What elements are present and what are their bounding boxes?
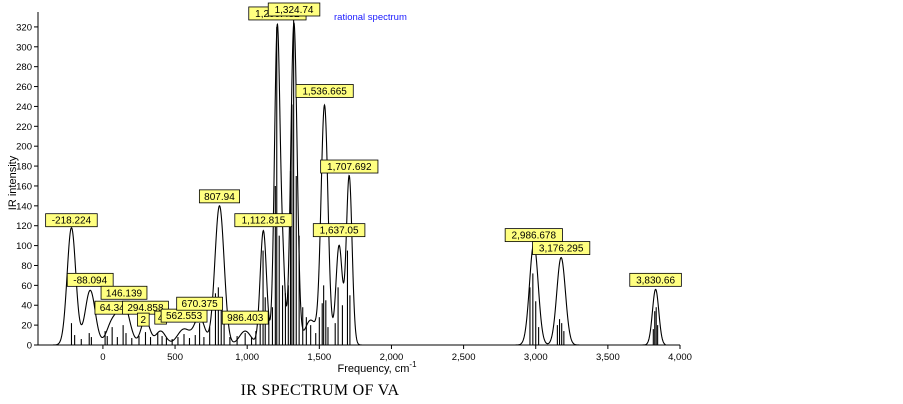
peak-label-text: 3,176.295 <box>539 244 584 255</box>
peak-label-box <box>176 296 223 311</box>
x-tick-label: 2,500 <box>452 352 476 363</box>
peak-label-box <box>66 272 114 287</box>
y-tick-label: 80 <box>21 261 32 272</box>
peak-label: 986.403 <box>221 310 269 325</box>
peak-label: 1,324.74 <box>267 2 321 17</box>
y-tick-label: 0 <box>27 341 32 352</box>
peak-label-text: 807.94 <box>204 192 235 203</box>
y-tick-label: 220 <box>16 122 32 133</box>
peak-label-text: 1,112.815 <box>242 216 286 227</box>
x-tick-label: 1,000 <box>235 352 259 363</box>
peak-label-text: 2,986.678 <box>512 231 557 242</box>
peak-label-box <box>267 2 321 17</box>
peak-label-box <box>234 213 293 228</box>
x-tick-label: 500 <box>167 352 183 363</box>
y-axis-title: IR intensity <box>7 155 19 210</box>
y-tick-label: 60 <box>21 281 32 292</box>
y-tick-label: 120 <box>16 221 32 232</box>
peak-label-box <box>312 223 366 238</box>
x-tick-label: 2,000 <box>380 352 404 363</box>
y-tick-label: 200 <box>16 142 32 153</box>
peak-label-text: 3,830.66 <box>636 275 675 286</box>
peak-label-text: 64.34 <box>100 303 125 314</box>
peak-label-box <box>629 272 682 287</box>
peak-label-box <box>532 241 591 255</box>
y-tick-label: 320 <box>16 22 32 33</box>
peak-label: 807.94 <box>198 189 240 204</box>
peak-label-box <box>221 310 269 325</box>
x-tick-label: 0 <box>100 352 105 363</box>
peak-label: 146.139 <box>100 285 148 300</box>
x-axis: 0 500 1,000 1,500 2,000 2,500 3,000 3,500 4,000 <box>38 344 692 363</box>
x-tick-label: 4,000 <box>668 352 692 363</box>
y-tick-label: 280 <box>16 62 32 73</box>
ir-spectrum-chart: 0 500 1,000 1,500 2,000 2,500 3,000 3,500 4,000 … <box>7 2 692 375</box>
peak-label-box <box>295 84 354 98</box>
peak-label-box <box>45 213 98 228</box>
peak-label: 2 <box>137 312 150 327</box>
y-tick-label: 140 <box>16 201 32 212</box>
y-tick-label: 160 <box>16 181 32 192</box>
x-axis-title-superscript: -1 <box>409 360 417 369</box>
legend-text: rational spectrum <box>334 12 407 23</box>
peak-label: 1,707.692 <box>320 159 379 174</box>
y-tick-label: 260 <box>16 82 32 93</box>
y-tick-label: 100 <box>16 241 32 252</box>
peak-label-box <box>198 189 240 204</box>
peak-label-box <box>320 159 379 174</box>
x-tick-label: 3,000 <box>524 352 548 363</box>
y-tick-label: 40 <box>21 301 32 312</box>
x-tick-label: 1,500 <box>307 352 331 363</box>
peak-label-text: 2 <box>141 315 147 326</box>
y-tick-label: 300 <box>16 42 32 53</box>
plot-area <box>46 16 666 346</box>
chart-caption: IR SPECTRUM OF VA <box>240 382 400 399</box>
peak-label: 3,176.295 <box>532 241 591 255</box>
peak-label-text: 1,536.665 <box>302 86 347 97</box>
peak-label-text: 294.858 <box>127 303 164 314</box>
peak-label-box <box>100 285 148 300</box>
y-tick-label: 180 <box>16 162 32 173</box>
peak-label-text: 1,707.692 <box>327 162 372 173</box>
peak-label: 1,112.815 <box>234 213 293 228</box>
y-tick-label: 240 <box>16 102 32 113</box>
peak-label: 562.553 <box>160 308 208 323</box>
peak-label: 2,986.678 <box>504 228 563 243</box>
peak-label-text: 1,324.74 <box>275 5 314 16</box>
peak-label-text: 986.403 <box>227 313 264 324</box>
peak-label-text: 670.375 <box>182 299 219 310</box>
peak-label: -218.224 <box>45 213 98 228</box>
peak-label: 670.375 <box>176 296 223 311</box>
y-tick-label: 20 <box>21 321 32 332</box>
y-axis: 0 20 40 60 80 100 120 140 160 180 200 220 240 260 280 3… <box>16 12 39 352</box>
peak-label: 1,536.665 <box>295 84 354 98</box>
peak-label-text: 1,637.05 <box>320 226 359 237</box>
peak-label: -88.094 <box>66 272 114 287</box>
x-tick-label: 3,500 <box>596 352 620 363</box>
x-axis-title: Frequency, cm-1 <box>337 360 417 375</box>
peak-label: 1,637.05 <box>312 223 366 238</box>
peak-label-text: -218.224 <box>52 216 92 227</box>
peak-label-text: -88.094 <box>73 275 107 286</box>
x-axis-title-main: Frequency, cm <box>337 363 409 375</box>
peak-label: 3,830.66 <box>629 272 682 287</box>
peak-label-box <box>137 312 150 327</box>
spectrum-curve <box>46 22 666 346</box>
peak-label-text: 562.553 <box>166 311 203 322</box>
peak-label-text: 146.139 <box>106 288 143 299</box>
